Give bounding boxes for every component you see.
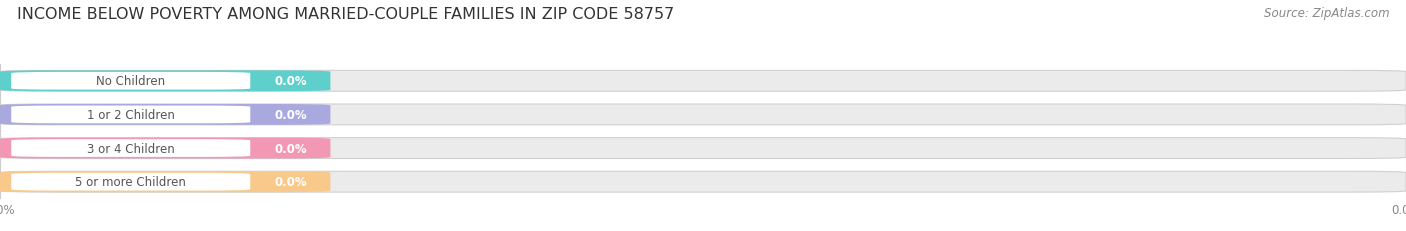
FancyBboxPatch shape (11, 173, 250, 191)
Text: No Children: No Children (96, 75, 166, 88)
Text: INCOME BELOW POVERTY AMONG MARRIED-COUPLE FAMILIES IN ZIP CODE 58757: INCOME BELOW POVERTY AMONG MARRIED-COUPL… (17, 7, 673, 22)
FancyBboxPatch shape (11, 73, 250, 90)
FancyBboxPatch shape (0, 105, 1406, 125)
FancyBboxPatch shape (0, 71, 330, 92)
FancyBboxPatch shape (0, 138, 330, 159)
Text: 0.0%: 0.0% (274, 142, 307, 155)
Text: 3 or 4 Children: 3 or 4 Children (87, 142, 174, 155)
FancyBboxPatch shape (0, 105, 330, 125)
FancyBboxPatch shape (0, 172, 330, 192)
Text: 5 or more Children: 5 or more Children (76, 175, 186, 188)
FancyBboxPatch shape (0, 172, 1406, 192)
FancyBboxPatch shape (11, 140, 250, 157)
FancyBboxPatch shape (0, 138, 1406, 159)
Text: 0.0%: 0.0% (274, 108, 307, 122)
Text: Source: ZipAtlas.com: Source: ZipAtlas.com (1264, 7, 1389, 20)
FancyBboxPatch shape (11, 106, 250, 124)
FancyBboxPatch shape (0, 71, 1406, 92)
Text: 0.0%: 0.0% (274, 75, 307, 88)
Text: 0.0%: 0.0% (274, 175, 307, 188)
Text: 1 or 2 Children: 1 or 2 Children (87, 108, 174, 122)
